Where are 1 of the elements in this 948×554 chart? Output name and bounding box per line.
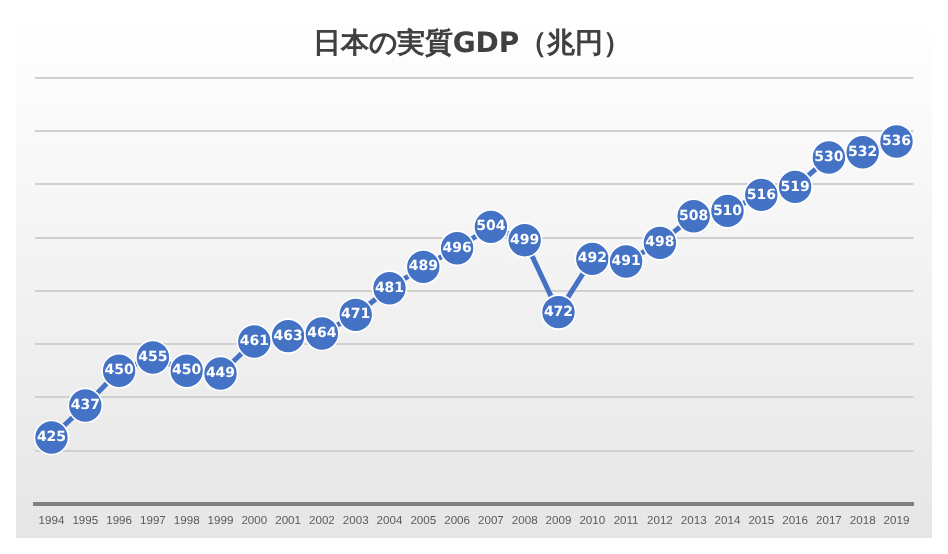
chart-title: 日本の実質GDP（兆円）: [312, 26, 632, 61]
